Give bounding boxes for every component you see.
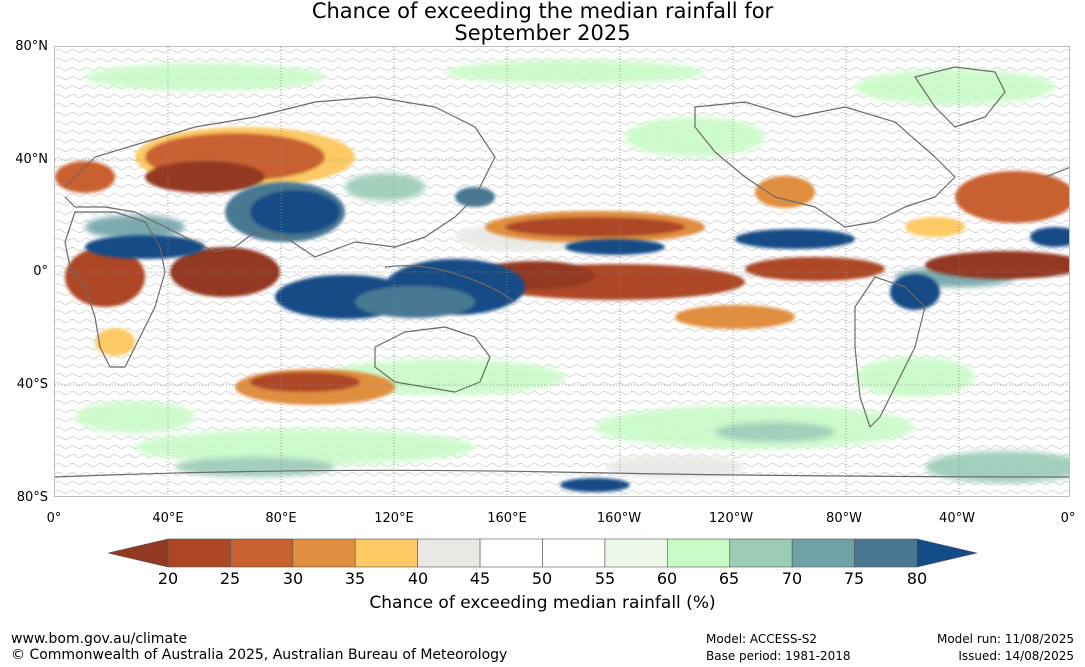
colorbar-segment-50-55: [542, 538, 606, 568]
footer-issued: Issued: 14/08/2025: [958, 649, 1074, 663]
colorbar-segment-40-45: [417, 538, 481, 568]
lon-label-160w: 160°W: [596, 511, 642, 526]
footer-model: Model: ACCESS-S2: [706, 632, 818, 646]
colorbar-segment-70-75: [791, 538, 855, 568]
lon-label-120e: 120°E: [374, 511, 414, 526]
lon-label-40w: 40°W: [939, 511, 975, 526]
lat-label-40s: 40°S: [16, 377, 48, 392]
lon-label-120w: 120°W: [708, 511, 754, 526]
colorbar-segment-25-30: [230, 538, 294, 568]
lat-label-80s: 80°S: [16, 490, 48, 505]
rainfall-map: [54, 46, 1070, 497]
footer-model-run: Model run: 11/08/2025: [936, 632, 1074, 646]
colorbar-tick-35: 35: [344, 569, 366, 588]
colorbar-segment-65-70: [729, 538, 793, 568]
footer-website: www.bom.gov.au/climate: [11, 631, 188, 647]
colorbar: [108, 538, 978, 568]
map-title-line1: Chance of exceeding the median rainfall …: [311, 0, 774, 23]
colorbar-below-arrow: [108, 538, 169, 568]
colorbar-tick-40: 40: [407, 569, 429, 588]
footer-copyright: © Commonwealth of Australia 2025, Austra…: [11, 647, 508, 663]
lon-label-80w: 80°W: [826, 511, 862, 526]
colorbar-tick-20: 20: [157, 569, 179, 588]
colorbar-tick-50: 50: [531, 569, 553, 588]
colorbar-tick-45: 45: [469, 569, 491, 588]
lon-label-0-right: 0°: [1060, 511, 1076, 526]
footer-base-period: Base period: 1981-2018: [706, 649, 851, 663]
colorbar-segment-75-80: [854, 538, 918, 568]
colorbar-above-arrow: [916, 538, 978, 568]
lon-label-160e: 160°E: [487, 511, 527, 526]
lat-label-80n: 80°N: [15, 39, 48, 54]
colorbar-title: Chance of exceeding median rainfall (%): [369, 593, 716, 613]
lon-label-80e: 80°E: [265, 511, 297, 526]
colorbar-tick-25: 25: [219, 569, 241, 588]
colorbar-segment-20-25: [167, 538, 231, 568]
lon-label-0-left: 0°: [46, 511, 62, 526]
colorbar-segment-55-60: [604, 538, 668, 568]
colorbar-tick-60: 60: [656, 569, 678, 588]
lat-label-0: 0°: [33, 264, 48, 279]
colorbar-tick-30: 30: [282, 569, 304, 588]
colorbar-segment-35-40: [354, 538, 418, 568]
colorbar-segment-60-65: [667, 538, 731, 568]
colorbar-tick-75: 75: [843, 569, 865, 588]
colorbar-tick-65: 65: [718, 569, 740, 588]
colorbar-segment-30-35: [292, 538, 356, 568]
colorbar-tick-55: 55: [594, 569, 616, 588]
lat-label-40n: 40°N: [15, 152, 48, 167]
colorbar-tick-70: 70: [781, 569, 803, 588]
rainfall-probability-field: [55, 47, 1069, 496]
colorbar-segment-45-50: [479, 538, 543, 568]
colorbar-tick-80: 80: [906, 569, 928, 588]
lon-label-40e: 40°E: [152, 511, 184, 526]
map-title-line2: September 2025: [454, 21, 631, 45]
